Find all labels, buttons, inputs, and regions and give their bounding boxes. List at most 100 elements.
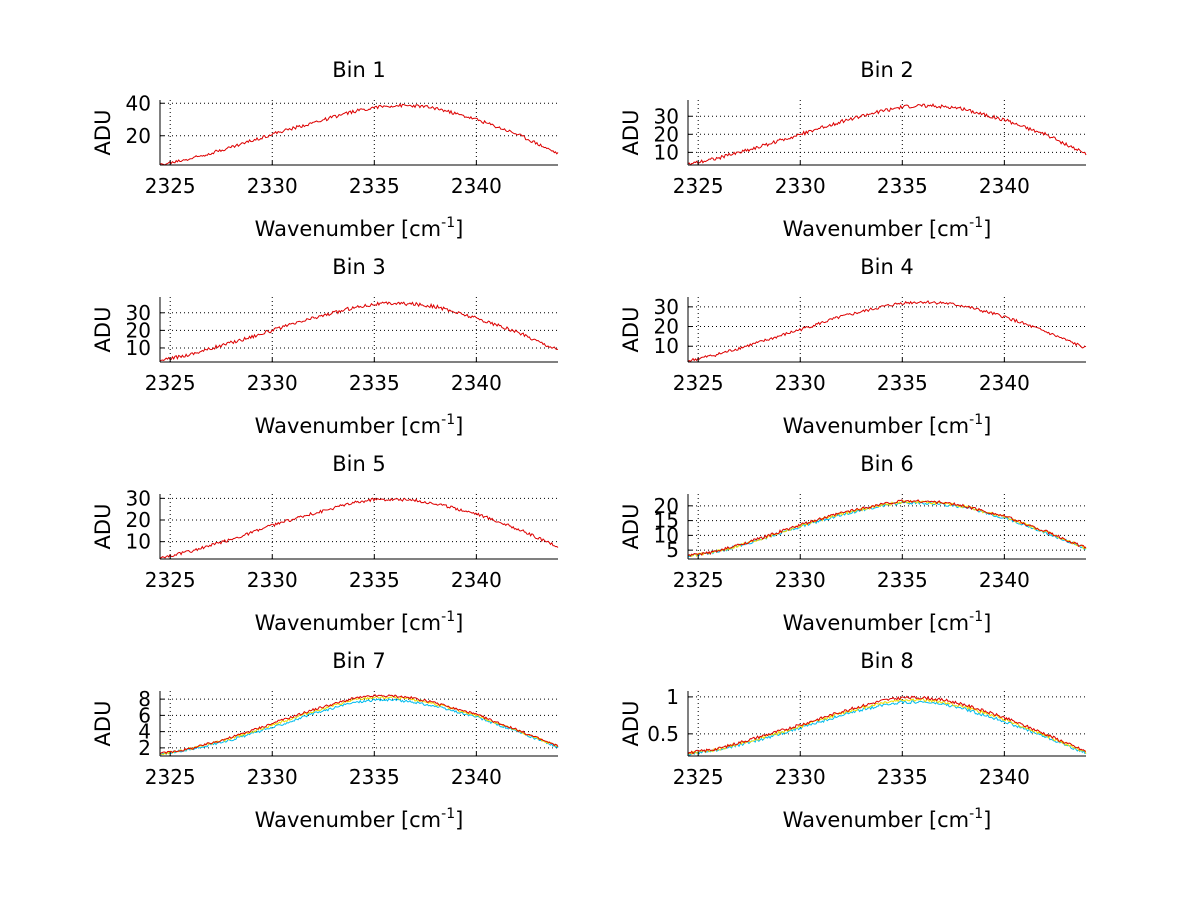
x-tick-label: 2330 xyxy=(247,765,298,789)
x-tick-label: 2340 xyxy=(451,174,502,198)
x-tick-label: 2335 xyxy=(877,371,928,395)
y-tick-label: 5 xyxy=(666,538,679,562)
x-tick-label: 2340 xyxy=(451,568,502,592)
x-tick-label: 2330 xyxy=(775,568,826,592)
series-line-3 xyxy=(687,695,1086,755)
y-tick-label: 2 xyxy=(138,736,151,760)
y-tick-label: 30 xyxy=(654,295,679,319)
x-tick-label: 2325 xyxy=(145,568,196,592)
series-line-1 xyxy=(687,700,1087,756)
y-axis-label: ADU xyxy=(91,110,115,156)
x-tick-label: 2340 xyxy=(979,174,1030,198)
x-tick-label: 2335 xyxy=(349,371,400,395)
y-tick-label: 30 xyxy=(126,486,151,510)
series-line-1 xyxy=(687,500,1087,558)
series-line-2 xyxy=(687,697,1087,755)
y-axis-label: ADU xyxy=(619,307,643,353)
y-tick-label: 4 xyxy=(138,720,151,744)
x-tick-label: 2325 xyxy=(673,765,724,789)
series-line-1 xyxy=(159,497,559,560)
x-axis-label: Wavenumber [cm-1] xyxy=(255,412,464,438)
x-axis-label: Wavenumber [cm-1] xyxy=(255,609,464,635)
x-tick-label: 2335 xyxy=(877,568,928,592)
y-tick-label: 8 xyxy=(138,687,151,711)
series-line-3 xyxy=(687,499,1087,557)
x-axis-label: Wavenumber [cm-1] xyxy=(255,806,464,832)
x-axis-label: Wavenumber [cm-1] xyxy=(783,609,992,635)
x-axis-label: Wavenumber [cm-1] xyxy=(783,412,992,438)
x-tick-label: 2325 xyxy=(145,765,196,789)
y-tick-label: 6 xyxy=(138,703,151,727)
y-tick-label: 20 xyxy=(126,508,151,532)
x-tick-label: 2340 xyxy=(979,371,1030,395)
y-tick-label: 10 xyxy=(654,140,679,164)
panel-title: Bin 6 xyxy=(860,452,914,476)
y-tick-label: 20 xyxy=(126,318,151,342)
x-tick-label: 2335 xyxy=(349,765,400,789)
x-tick-label: 2335 xyxy=(877,174,928,198)
panel-bin-1: 2325 2330 2335 2340 20 40 Bin 1 Wavenumber [cm-… xyxy=(91,58,559,241)
x-tick-label: 2330 xyxy=(775,174,826,198)
series-line-1 xyxy=(687,300,1087,363)
x-tick-label: 2325 xyxy=(673,371,724,395)
x-tick-label: 2340 xyxy=(979,568,1030,592)
y-tick-label: 15 xyxy=(654,509,679,533)
y-axis-label: ADU xyxy=(91,504,115,550)
series-line-1 xyxy=(159,697,559,756)
series-line-1 xyxy=(159,301,559,362)
panel-title: Bin 7 xyxy=(332,649,386,673)
x-tick-label: 2330 xyxy=(247,371,298,395)
panel-title: Bin 2 xyxy=(860,58,914,82)
series-line-3 xyxy=(159,694,559,755)
y-axis-label: ADU xyxy=(91,701,115,747)
x-tick-label: 2340 xyxy=(451,765,502,789)
y-tick-label: 20 xyxy=(654,122,679,146)
y-tick-label: 20 xyxy=(126,124,151,148)
y-tick-label: 10 xyxy=(654,334,679,358)
y-tick-label: 30 xyxy=(654,104,679,128)
series-line-2 xyxy=(687,499,1087,558)
x-axis-label: Wavenumber [cm-1] xyxy=(783,215,992,241)
x-tick-label: 2325 xyxy=(145,174,196,198)
x-axis-label: Wavenumber [cm-1] xyxy=(783,806,992,832)
y-tick-label: 20 xyxy=(654,315,679,339)
y-tick-label: 1 xyxy=(666,685,679,709)
y-tick-label: 20 xyxy=(654,494,679,518)
x-tick-label: 2330 xyxy=(247,174,298,198)
series-line-2 xyxy=(159,695,559,755)
x-tick-label: 2340 xyxy=(451,371,502,395)
x-tick-label: 2330 xyxy=(775,765,826,789)
x-tick-label: 2330 xyxy=(247,568,298,592)
series-line-1 xyxy=(159,102,559,166)
y-tick-label: 10 xyxy=(654,523,679,547)
y-tick-label: 30 xyxy=(126,301,151,325)
x-tick-label: 2325 xyxy=(145,371,196,395)
x-axis-label: Wavenumber [cm-1] xyxy=(255,215,464,241)
panel-bin-8: 2325 2330 2335 2340 0.5 1 Bin 8 Wavenumber [cm-… xyxy=(619,649,1087,832)
y-tick-label: 10 xyxy=(126,530,151,554)
y-axis-label: ADU xyxy=(619,504,643,550)
x-tick-label: 2335 xyxy=(349,568,400,592)
series-line-1 xyxy=(687,103,1087,166)
x-tick-label: 2335 xyxy=(349,174,400,198)
y-tick-label: 40 xyxy=(126,91,151,115)
x-tick-label: 2325 xyxy=(673,174,724,198)
x-tick-label: 2340 xyxy=(979,765,1030,789)
y-tick-label: 0.5 xyxy=(647,722,679,746)
x-tick-label: 2330 xyxy=(775,371,826,395)
x-tick-label: 2335 xyxy=(877,765,928,789)
panel-title: Bin 4 xyxy=(860,255,914,279)
y-axis-label: ADU xyxy=(91,307,115,353)
y-axis-label: ADU xyxy=(619,701,643,747)
panel-title: Bin 5 xyxy=(332,452,386,476)
panel-title: Bin 1 xyxy=(332,58,386,82)
y-tick-label: 10 xyxy=(126,336,151,360)
y-axis-label: ADU xyxy=(619,110,643,156)
